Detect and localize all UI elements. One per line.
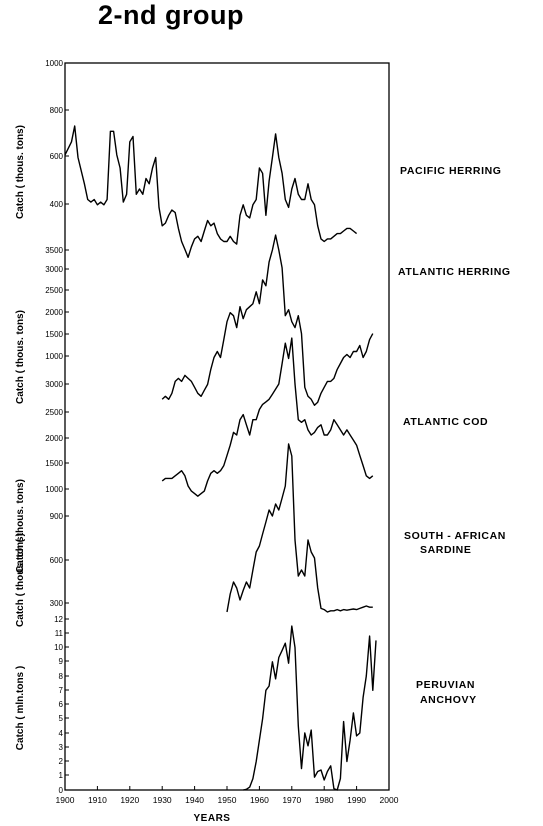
y-tick-label: 1500 — [45, 330, 63, 339]
series-lines — [64, 125, 377, 791]
y-tick-label: 2 — [59, 757, 64, 766]
y-axis-label: Catch ( mln.tons ) — [15, 666, 26, 750]
x-tick-label: 1990 — [347, 795, 366, 805]
y-tick-label: 4 — [59, 729, 64, 738]
x-tick-label: 1940 — [185, 795, 204, 805]
y-tick-label: 1000 — [45, 485, 63, 494]
y-axis-label: Catch ( thous. tons) — [15, 125, 26, 219]
y-tick-label: 1000 — [45, 352, 63, 361]
x-tick-label: 1920 — [120, 795, 139, 805]
y-tick-label: 600 — [50, 556, 64, 565]
y-tick-label: 3000 — [45, 265, 63, 274]
x-tick-label: 2000 — [380, 795, 399, 805]
x-tick-label: 1950 — [218, 795, 237, 805]
series-label: ANCHOVY — [420, 694, 477, 706]
y-tick-label: 1000 — [45, 59, 63, 68]
series-label: SARDINE — [420, 544, 471, 556]
series-label: PERUVIAN — [416, 679, 475, 691]
x-tick-label: 1980 — [315, 795, 334, 805]
y-tick-label: 2000 — [45, 434, 63, 443]
y-tick-label: 0 — [59, 786, 64, 795]
y-tick-label: 800 — [50, 106, 64, 115]
y-tick-label: 3000 — [45, 380, 63, 389]
y-tick-label: 600 — [50, 152, 64, 161]
y-tick-label: 2500 — [45, 286, 63, 295]
series-label: ATLANTIC HERRING — [398, 266, 511, 278]
y-tick-label: 300 — [50, 599, 64, 608]
y-tick-label: 1500 — [45, 459, 63, 468]
x-tick-label: 1970 — [282, 795, 301, 805]
x-tick-label: 1910 — [88, 795, 107, 805]
y-tick-label: 6 — [59, 700, 64, 709]
y-axis-label: Catch ( thous. tons) — [15, 310, 26, 404]
x-axis-label: YEARS — [194, 813, 231, 824]
x-tick-label: 1960 — [250, 795, 269, 805]
y-tick-label: 8 — [59, 672, 64, 681]
series-line — [161, 337, 374, 497]
y-tick-label: 12 — [54, 615, 63, 624]
y-tick-label: 900 — [50, 512, 64, 521]
y-axis-label: Catch ( thous. tons) — [15, 479, 26, 573]
chart-title: 2-nd group — [98, 0, 244, 30]
y-axis-label: Catch ( thous. tons) — [15, 533, 26, 627]
series-label: PACIFIC HERRING — [400, 165, 502, 177]
series-label: SOUTH - AFRICAN — [404, 530, 506, 542]
y-tick-label: 9 — [59, 657, 64, 666]
series-line — [243, 625, 377, 791]
x-tick-label: 1900 — [56, 795, 75, 805]
series-label: ATLANTIC COD — [403, 416, 488, 428]
y-tick-label: 3500 — [45, 246, 63, 255]
y-tick-label: 10 — [54, 643, 63, 652]
y-tick-label: 400 — [50, 200, 64, 209]
y-tick-label: 5 — [59, 714, 64, 723]
y-tick-label: 2000 — [45, 308, 63, 317]
series-line — [64, 125, 358, 258]
axis-ticks: 1900 1910 1920 1930 1940 1950 1960 1970 1980 1990… — [15, 59, 399, 824]
y-tick-label: 7 — [59, 686, 64, 695]
plot-frame — [64, 62, 390, 791]
y-tick-label: 11 — [55, 629, 64, 638]
y-tick-label: 2500 — [45, 408, 63, 417]
series-line — [161, 234, 374, 406]
y-tick-label: 1 — [59, 771, 64, 780]
x-tick-label: 1930 — [153, 795, 172, 805]
series-line — [226, 443, 373, 613]
y-tick-label: 3 — [59, 743, 64, 752]
series-labels: PACIFIC HERRING ATLANTIC HERRING ATLANTIC … — [398, 165, 511, 706]
